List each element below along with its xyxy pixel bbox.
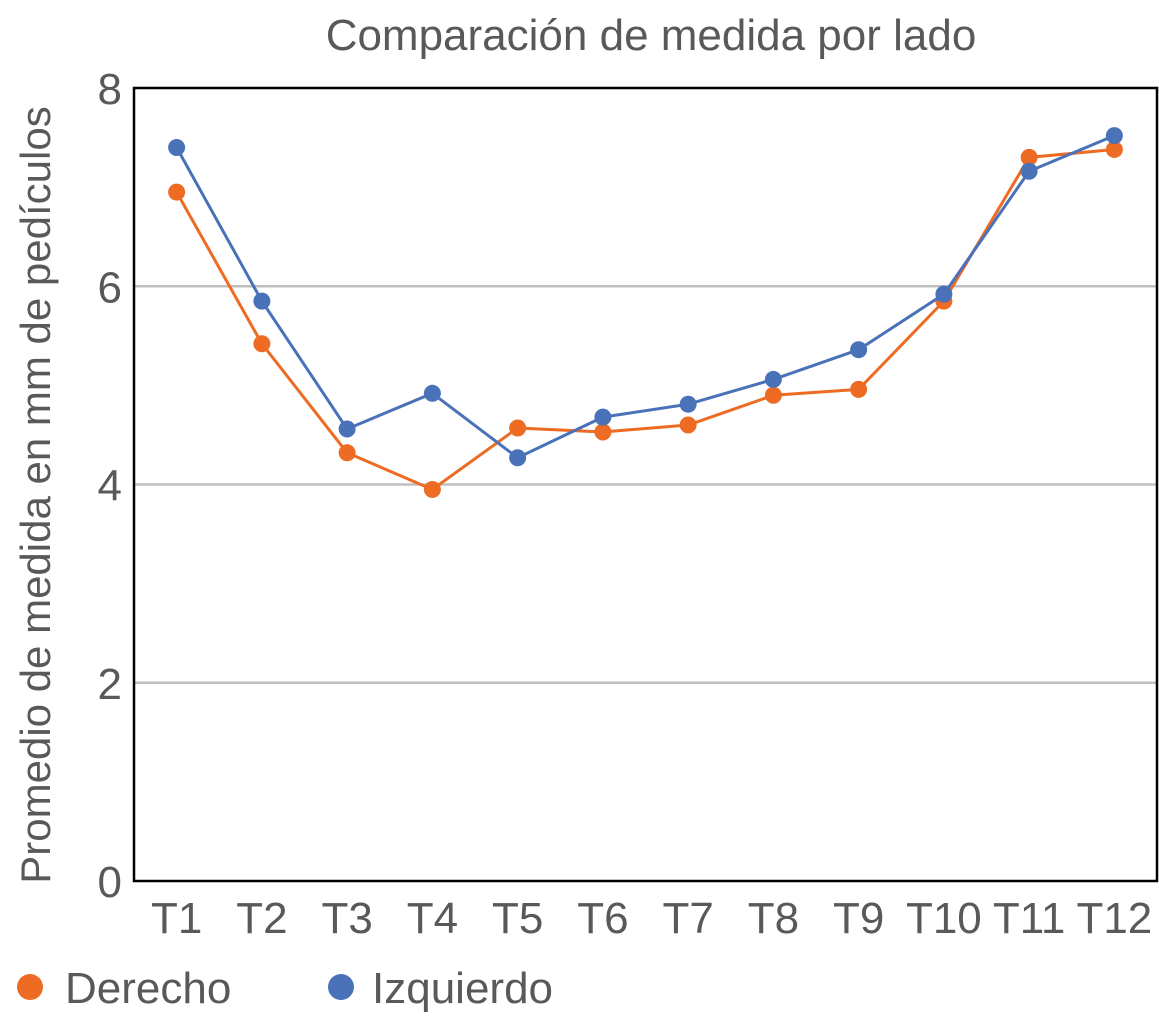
- y-tick-label: 4: [98, 462, 122, 511]
- y-tick-label: 2: [98, 660, 122, 709]
- data-point-izquierdo-t10[interactable]: [935, 285, 953, 303]
- data-point-derecho-t8[interactable]: [764, 386, 782, 404]
- legend-marker-izquierdo: [328, 974, 354, 1000]
- gridlines: [134, 285, 1157, 684]
- data-point-izquierdo-t7[interactable]: [679, 395, 697, 413]
- y-axis-label: Promedio de medida en mm de pedículos: [12, 106, 59, 883]
- series-izquierdo: [168, 127, 1123, 467]
- x-tick-label: T4: [407, 894, 458, 943]
- x-tick-label: T8: [748, 894, 799, 943]
- x-tick-label: T11: [993, 894, 1066, 943]
- legend-marker-derecho: [17, 974, 43, 1000]
- series-line-izquierdo: [175, 134, 1115, 460]
- data-point-derecho-t3[interactable]: [338, 444, 356, 462]
- legend: Derecho Izquierdo: [17, 964, 553, 1013]
- data-point-derecho-t6[interactable]: [594, 423, 612, 441]
- y-tick-label: 0: [98, 858, 122, 907]
- chart-title: Comparación de medida por lado: [326, 11, 977, 60]
- data-point-izquierdo-t3[interactable]: [338, 420, 356, 438]
- data-point-derecho-t7[interactable]: [679, 416, 697, 434]
- x-tick-label: T12: [1076, 894, 1152, 943]
- plot-area-border: [132, 86, 1159, 883]
- data-point-derecho-t5[interactable]: [509, 419, 527, 437]
- series-layer: [168, 127, 1123, 498]
- x-tick-label: T3: [321, 894, 372, 943]
- x-axis-ticks: T1 T2 T3 T4 T5 T6 T7 T8 T9 T10 T11 T12: [151, 894, 1152, 943]
- data-point-derecho-t12[interactable]: [1105, 140, 1123, 158]
- data-point-derecho-t4[interactable]: [423, 480, 441, 498]
- legend-item-derecho[interactable]: Derecho: [17, 964, 231, 1013]
- x-tick-label: T10: [906, 894, 982, 943]
- data-point-izquierdo-t8[interactable]: [764, 370, 782, 388]
- data-point-izquierdo-t11[interactable]: [1020, 162, 1038, 180]
- x-tick-label: T7: [662, 894, 713, 943]
- data-point-izquierdo-t12[interactable]: [1105, 127, 1123, 145]
- data-point-izquierdo-t4[interactable]: [423, 384, 441, 402]
- x-tick-label: T5: [492, 894, 543, 943]
- data-point-izquierdo-t9[interactable]: [850, 341, 868, 359]
- legend-label-izquierdo: Izquierdo: [372, 964, 553, 1013]
- data-point-derecho-t1[interactable]: [168, 183, 186, 201]
- series-derecho: [168, 140, 1123, 498]
- y-tick-label: 8: [98, 65, 122, 114]
- data-point-izquierdo-t5[interactable]: [509, 449, 527, 467]
- data-point-derecho-t9[interactable]: [850, 380, 868, 398]
- data-point-izquierdo-t2[interactable]: [253, 292, 271, 310]
- y-tick-label: 6: [98, 263, 122, 312]
- data-point-derecho-t11[interactable]: [1020, 148, 1038, 166]
- series-line-derecho: [175, 147, 1115, 491]
- data-point-derecho-t2[interactable]: [253, 335, 271, 353]
- x-tick-label: T2: [236, 894, 287, 943]
- legend-item-izquierdo[interactable]: Izquierdo: [328, 964, 553, 1013]
- x-tick-label: T1: [151, 894, 202, 943]
- data-point-izquierdo-t6[interactable]: [594, 408, 612, 426]
- data-point-izquierdo-t1[interactable]: [168, 138, 186, 156]
- y-axis-ticks: 0 2 4 6 8: [98, 65, 122, 907]
- x-tick-label: T6: [577, 894, 628, 943]
- x-tick-label: T9: [833, 894, 884, 943]
- legend-label-derecho: Derecho: [65, 964, 231, 1013]
